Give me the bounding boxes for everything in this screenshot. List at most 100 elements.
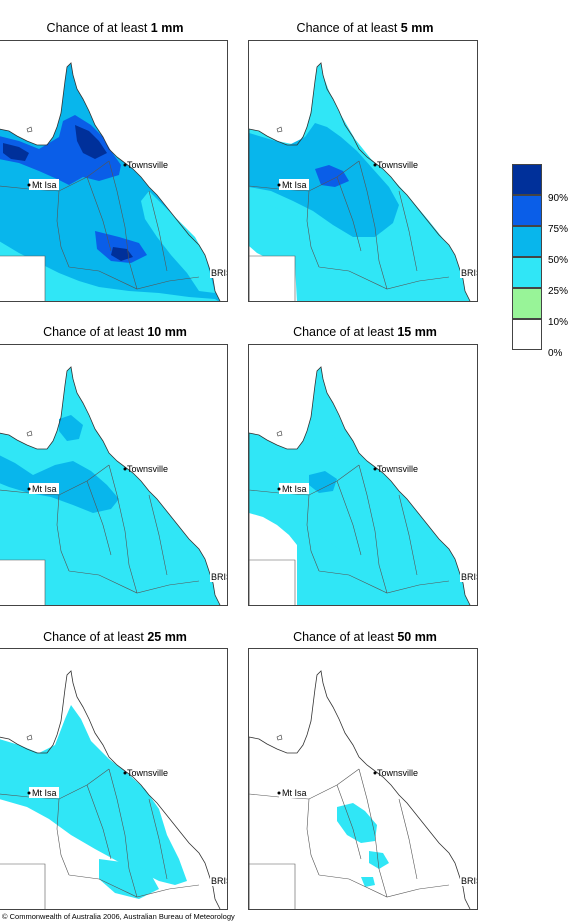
mt-isa-label: Mt Isa	[282, 180, 307, 190]
district-boundary	[86, 176, 112, 252]
townsville-label: Townsville	[127, 464, 168, 474]
probability-region	[361, 877, 375, 887]
map-panel-25mm: Townsville Mt Isa BRIS	[0, 648, 228, 910]
townsville-marker	[123, 163, 127, 167]
district-boundary	[306, 798, 320, 876]
island	[276, 430, 283, 437]
district-boundary	[56, 494, 70, 572]
legend-label-25: 25%	[548, 286, 569, 297]
mt-isa-marker	[277, 487, 281, 491]
district-boundary	[148, 494, 168, 576]
district-boundary	[306, 190, 320, 268]
mt-isa-marker	[27, 183, 31, 187]
townsville-marker	[373, 771, 377, 775]
panel-title-50mm: Chance of at least 50 mm	[293, 630, 437, 644]
district-boundary	[249, 559, 296, 605]
district-boundary	[148, 798, 168, 880]
brisbane-label-bg	[460, 875, 477, 886]
mt-isa-label: Mt Isa	[282, 788, 307, 798]
legend-label-50: 50%	[548, 255, 569, 266]
district-boundary	[108, 464, 138, 594]
coastline	[249, 62, 471, 301]
legend-swatch-90	[512, 164, 542, 195]
map-panel-5mm: Townsville Mt Isa BRIS	[248, 40, 478, 302]
district-boundary	[306, 494, 320, 572]
townsville-label: Townsville	[127, 768, 168, 778]
probability-region	[3, 143, 29, 161]
coastline	[0, 62, 221, 301]
townsville-label: Townsville	[377, 160, 418, 170]
probability-region	[0, 241, 218, 301]
legend-swatch-75	[512, 195, 542, 226]
probability-region	[249, 256, 295, 301]
map-svg: Townsville Mt Isa BRIS	[249, 366, 477, 605]
mt-isa-label-bg	[29, 787, 59, 798]
district-boundary	[398, 798, 418, 880]
district-boundary	[318, 874, 450, 898]
mt-isa-label: Mt Isa	[32, 484, 57, 494]
district-boundary	[336, 480, 362, 556]
brisbane-label: BRIS	[211, 572, 228, 582]
brisbane-label-bg	[210, 571, 227, 582]
legend-label-75: 75%	[548, 224, 569, 235]
probability-region	[0, 256, 45, 301]
legend-swatch-0	[512, 319, 542, 350]
townsville-marker	[123, 467, 127, 471]
coastline	[249, 366, 471, 605]
panel-title-10mm: Chance of at least 10 mm	[43, 325, 187, 339]
townsville-label: Townsville	[377, 464, 418, 474]
island	[26, 126, 33, 133]
island	[26, 734, 33, 741]
district-boundary	[358, 160, 388, 290]
map-svg: Townsville Mt Isa BRIS	[0, 62, 228, 301]
legend-label-90: 90%	[548, 193, 569, 204]
townsville-marker	[373, 163, 377, 167]
map-panel-10mm: Townsville Mt Isa BRIS	[0, 344, 228, 606]
mt-isa-label: Mt Isa	[32, 788, 57, 798]
district-boundary	[0, 255, 46, 301]
legend-label-10: 10%	[548, 317, 569, 328]
townsville-label: Townsville	[127, 160, 168, 170]
district-boundary	[148, 190, 168, 272]
legend-swatch-50	[512, 226, 542, 257]
mt-isa-label-bg	[29, 179, 59, 190]
probability-region	[99, 859, 159, 899]
district-boundary	[108, 768, 138, 898]
probability-region	[369, 851, 389, 869]
brisbane-label: BRIS	[211, 268, 228, 278]
district-boundary	[336, 176, 362, 252]
district-boundary	[249, 863, 296, 909]
district-boundary	[108, 160, 138, 290]
brisbane-label-bg	[460, 267, 477, 278]
townsville-label: Townsville	[377, 768, 418, 778]
brisbane-label-bg	[210, 267, 227, 278]
brisbane-label: BRIS	[211, 876, 228, 886]
district-boundary	[68, 570, 200, 594]
coastline	[0, 366, 221, 605]
brisbane-label-bg	[210, 875, 227, 886]
panel-title-25mm: Chance of at least 25 mm	[43, 630, 187, 644]
district-boundary	[68, 266, 200, 290]
mt-isa-label-bg	[29, 483, 59, 494]
map-svg: Townsville Mt Isa BRIS	[0, 366, 228, 605]
probability-region	[249, 671, 470, 909]
probability-region	[249, 431, 445, 577]
probability-region	[0, 705, 187, 885]
mt-isa-label-bg	[279, 483, 309, 494]
district-boundary	[86, 480, 112, 556]
district-boundary	[398, 494, 418, 576]
panel-title-1mm: Chance of at least 1 mm	[46, 21, 184, 35]
copyright-notice: © Commonwealth of Australia 2006, Austra…	[2, 912, 235, 921]
district-boundary	[56, 798, 70, 876]
district-boundary	[358, 768, 388, 898]
panel-title-15mm: Chance of at least 15 mm	[293, 325, 437, 339]
mt-isa-marker	[277, 183, 281, 187]
map-svg: Townsville Mt Isa BRIS	[0, 670, 228, 909]
district-boundary	[249, 255, 296, 301]
legend-swatch-10	[512, 288, 542, 319]
mt-isa-marker	[27, 487, 31, 491]
district-boundary	[56, 190, 70, 268]
brisbane-label: BRIS	[461, 268, 478, 278]
island	[26, 430, 33, 437]
probability-region	[0, 115, 121, 185]
